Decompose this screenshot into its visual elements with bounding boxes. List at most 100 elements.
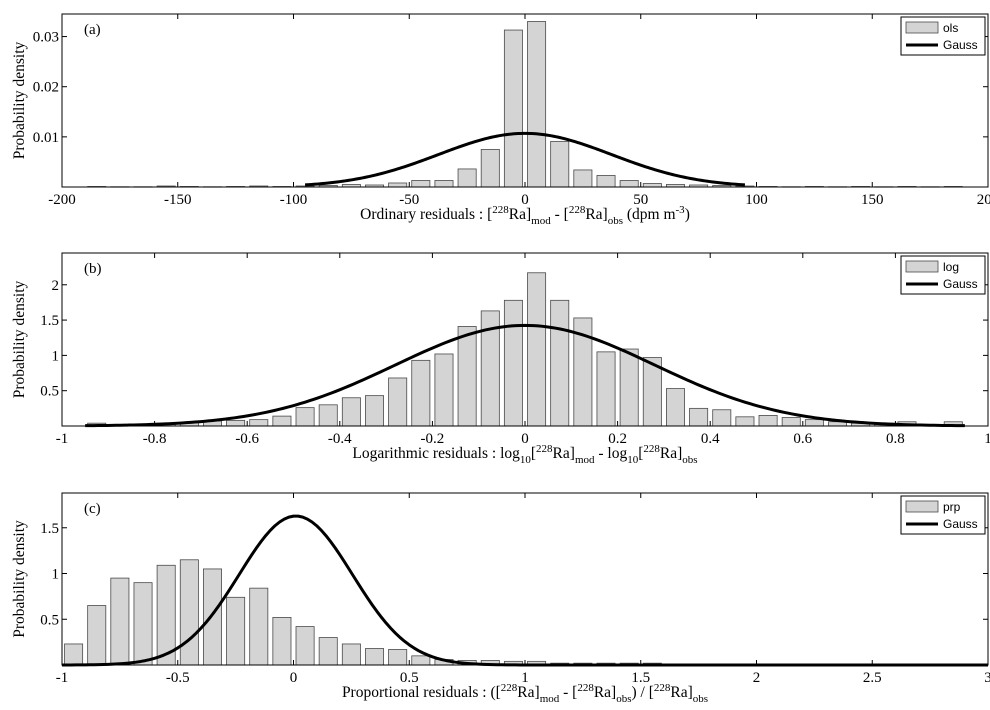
x-axis-label: Ordinary residuals : [228Ra]mod - [228Ra… — [360, 204, 690, 227]
panel-a: -200-150-100-500501001502000.010.020.03P… — [11, 14, 990, 227]
legend: ols Gauss — [901, 17, 985, 55]
legend-label-gauss: Gauss — [943, 517, 978, 531]
xlabel-part: 10 — [520, 454, 532, 466]
legend-bar-swatch — [906, 501, 938, 512]
xlabel-part: 228 — [569, 204, 586, 216]
histogram-bar — [296, 408, 314, 426]
xlabel-part: 228 — [654, 682, 671, 694]
histogram-bar — [134, 583, 152, 665]
xlabel-part: (dpm m — [623, 206, 676, 223]
axes-box — [62, 14, 988, 187]
histogram-bar — [365, 649, 383, 665]
xlabel-part: obs — [682, 454, 697, 466]
xlabel-part: 228 — [492, 204, 509, 216]
gauss-curve — [305, 133, 745, 185]
gauss-curve — [85, 325, 965, 425]
xlabel-part: - log — [595, 445, 628, 462]
histogram-bar — [342, 644, 360, 665]
y-tick-label: 1.5 — [40, 521, 59, 537]
histogram-bar — [389, 378, 407, 426]
histogram-bar — [296, 627, 314, 665]
xlabel-part: Ra] — [509, 206, 531, 223]
x-tick-label: 0 — [290, 670, 298, 686]
histogram-bar — [412, 180, 430, 187]
axes-box — [62, 253, 988, 426]
xlabel-part: obs — [616, 693, 631, 705]
y-tick-label: 1.5 — [40, 313, 59, 329]
x-tick-label: 0 — [521, 431, 529, 447]
y-tick-label: 0.5 — [40, 612, 59, 628]
y-axis-label: Probability density — [11, 280, 28, 398]
xlabel-part: Ra] — [553, 445, 575, 462]
legend-bar-swatch — [906, 261, 938, 272]
histogram-bar — [65, 644, 83, 665]
xlabel-part: 228 — [501, 682, 518, 694]
x-tick-label: -0.8 — [143, 431, 167, 447]
histogram-bar — [111, 578, 129, 665]
legend-label-bars: ols — [943, 21, 958, 35]
histogram-bar — [713, 410, 731, 426]
panel-label: (b) — [84, 261, 102, 277]
histogram-bar — [805, 420, 823, 426]
x-tick-label: 0.4 — [701, 431, 720, 447]
x-tick-label: -1 — [56, 431, 69, 447]
x-tick-label: 2 — [753, 670, 761, 686]
x-tick-label: 3 — [984, 670, 990, 686]
x-axis-label: Proportional residuals : ([228Ra]mod - [… — [342, 682, 708, 705]
y-tick-label: 1 — [52, 567, 60, 583]
panel-label: (c) — [84, 501, 101, 517]
xlabel-part: 228 — [577, 682, 594, 694]
histogram-bar — [666, 389, 684, 426]
histogram-bar — [319, 638, 337, 665]
x-tick-label: -150 — [164, 192, 192, 208]
histogram-bar — [551, 300, 569, 426]
histogram-bar — [528, 22, 546, 187]
x-tick-label: -0.4 — [328, 431, 352, 447]
histogram-bar — [759, 415, 777, 426]
histogram-bar — [690, 408, 708, 426]
histogram-bars — [88, 273, 963, 426]
histogram-bar — [597, 175, 615, 187]
x-tick-label: -200 — [48, 192, 76, 208]
x-tick-label: 0.8 — [886, 431, 905, 447]
xlabel-part: obs — [608, 215, 623, 227]
x-tick-label: -0.6 — [235, 431, 259, 447]
xlabel-part: - [ — [559, 684, 577, 701]
xlabel-part: Ra] — [670, 684, 692, 701]
x-tick-label: -100 — [280, 192, 308, 208]
legend-label-gauss: Gauss — [943, 38, 978, 52]
x-tick-label: -1 — [56, 670, 69, 686]
histogram-bar — [227, 420, 245, 426]
y-tick-label: 2 — [52, 278, 60, 294]
xlabel-part: mod — [531, 215, 551, 227]
histogram-bar — [273, 617, 291, 665]
panel-label: (a) — [84, 22, 101, 38]
histogram-bars — [65, 560, 731, 665]
histogram-bar — [389, 183, 407, 187]
xlabel-part: Ra] — [660, 445, 682, 462]
legend-label-bars: log — [943, 260, 959, 274]
xlabel-part: 228 — [536, 443, 553, 455]
x-tick-label: 2.5 — [863, 670, 882, 686]
histogram-bar — [180, 560, 198, 665]
xlabel-part: obs — [693, 693, 708, 705]
y-tick-label: 0.01 — [33, 130, 59, 146]
y-tick-label: 0.03 — [33, 30, 59, 46]
histogram-bar — [435, 180, 453, 187]
histogram-bar — [528, 273, 546, 426]
y-tick-label: 0.5 — [40, 384, 59, 400]
histogram-bar — [412, 656, 430, 665]
xlabel-part: Proportional residuals : ([ — [342, 684, 501, 701]
xlabel-part: Logarithmic residuals : log — [352, 445, 520, 462]
histogram-bar — [574, 170, 592, 187]
histogram-bar — [342, 398, 360, 426]
y-tick-label: 0.02 — [33, 80, 59, 96]
histogram-bar — [458, 169, 476, 187]
histogram-bar — [504, 300, 522, 426]
x-tick-label: 200 — [977, 192, 990, 208]
